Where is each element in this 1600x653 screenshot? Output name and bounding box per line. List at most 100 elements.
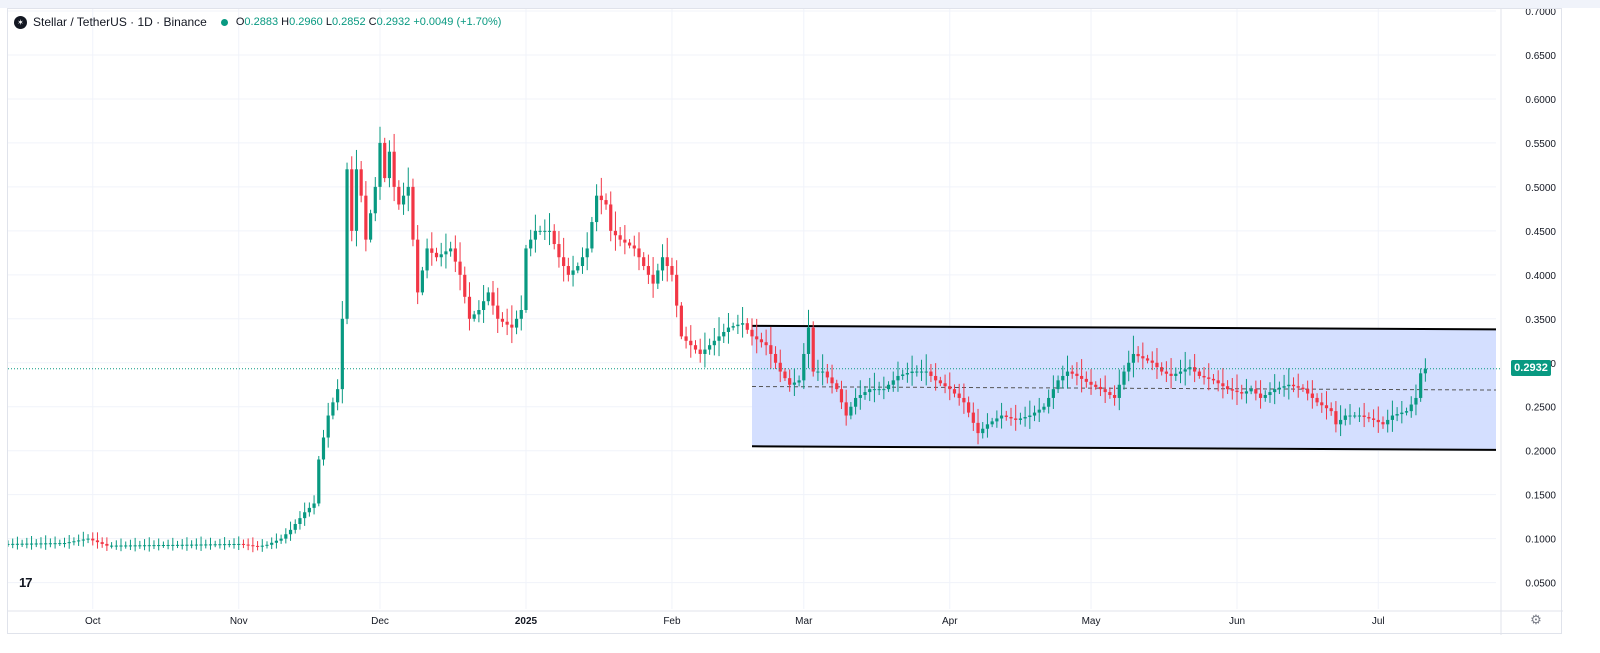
candle-up (25, 543, 29, 545)
candle-up (39, 543, 43, 545)
candle-down (618, 235, 622, 240)
candle-up (1268, 392, 1272, 396)
candle-up (877, 389, 881, 391)
candle-down (1084, 378, 1088, 382)
chart-frame[interactable]: 0.7000 0.6500 0.6000 0.5500 0.5000 0.4500 0.40… (7, 8, 1563, 635)
candle-up (340, 318, 344, 390)
candle-up (373, 186, 377, 214)
candle-up (1339, 419, 1343, 425)
candle-up (1423, 368, 1427, 374)
y-tick-label: 0.2000 (1525, 447, 1556, 458)
candle-up (1178, 371, 1183, 374)
candle-up (571, 270, 575, 275)
candle-up (1390, 415, 1395, 420)
candle-up (999, 415, 1004, 419)
candle-up (15, 543, 20, 545)
candle-up (29, 543, 34, 545)
candle-up (872, 389, 877, 391)
symbol-title[interactable]: Stellar / TetherUS · 1D · Binance (33, 15, 207, 29)
price-chart[interactable]: 0.7000 0.6500 0.6000 0.5500 0.5000 0.4500 0.40… (8, 9, 1563, 635)
candle-up (547, 230, 552, 232)
high-value: 0.2960 (289, 16, 323, 28)
candle-down (467, 296, 472, 319)
candle-up (595, 195, 599, 223)
candle-down (557, 244, 561, 258)
candle-up (1414, 397, 1418, 405)
candle-up (147, 545, 151, 547)
candle-up (194, 544, 198, 546)
candle-up (1400, 412, 1404, 415)
candle-down (1320, 402, 1324, 406)
candle-up (543, 230, 547, 232)
candle-up (1056, 380, 1060, 390)
candle-up (180, 544, 184, 546)
candle-up (580, 257, 585, 267)
candle-up (896, 375, 900, 381)
candle-down (1193, 367, 1197, 372)
candle-up (232, 543, 236, 545)
candle-down (91, 538, 95, 541)
candle-down (241, 543, 246, 545)
candle-down (1141, 356, 1145, 359)
candle-up (133, 545, 137, 547)
candle-up (119, 545, 123, 547)
candle-up (849, 406, 853, 416)
candle-up (1282, 386, 1286, 388)
candle-down (627, 242, 632, 246)
candle-down (1004, 415, 1008, 417)
y-tick-label: 0.2500 (1525, 403, 1556, 414)
candle-up (1127, 362, 1131, 372)
candle-down (1306, 389, 1310, 394)
candle-down (1225, 386, 1230, 390)
gear-icon[interactable]: ⚙ (1530, 612, 1542, 627)
candle-down (430, 248, 434, 253)
candle-up (1018, 418, 1023, 420)
candle-up (406, 186, 410, 196)
market-status-dot (220, 18, 228, 26)
candle-up (293, 523, 297, 530)
candle-up (924, 371, 928, 373)
candle-down (835, 383, 839, 390)
candle-up (576, 266, 580, 271)
x-tick-label: May (1082, 616, 1101, 627)
candle-up (72, 541, 76, 543)
candle-up (86, 538, 90, 540)
candle-down (788, 378, 792, 385)
candle-down (434, 252, 439, 258)
candle-up (58, 543, 62, 545)
candle-up (1353, 415, 1357, 417)
tradingview-logo-icon[interactable]: 17 (19, 575, 32, 590)
candle-up (802, 353, 806, 381)
open-key: O (235, 16, 245, 28)
candle-up (915, 371, 919, 373)
candle-up (722, 331, 726, 337)
candle-up (425, 248, 429, 271)
candle-up (1028, 415, 1032, 417)
candle-up (792, 382, 796, 385)
candle-down (943, 383, 947, 387)
y-tick-label: 0.6500 (1525, 51, 1556, 62)
y-tick-label: 0.3500 (1525, 315, 1556, 326)
candle-up (401, 195, 406, 205)
candle-down (562, 257, 566, 267)
candle-down (1070, 371, 1074, 374)
candle-up (208, 544, 213, 546)
candle-up (190, 544, 194, 546)
candle-up (726, 327, 731, 332)
candle-up (53, 543, 57, 545)
candle-up (444, 251, 448, 255)
candle-down (105, 543, 109, 546)
candle-up (1047, 397, 1051, 407)
candle-down (392, 151, 396, 187)
candle-up (218, 544, 222, 546)
candle-up (1174, 373, 1178, 376)
candle-down (1221, 383, 1225, 387)
y-tick-label: 0.6000 (1525, 95, 1556, 106)
candle-up (157, 545, 161, 547)
y-tick-label: 0.5500 (1525, 139, 1556, 150)
candle-up (227, 544, 231, 546)
candle-down (665, 257, 669, 267)
candle-down (505, 321, 509, 325)
chart-legend[interactable]: ✶ Stellar / TetherUS · 1D · Binance O0.2… (14, 14, 501, 30)
y-tick-label: 0.4000 (1525, 271, 1556, 282)
